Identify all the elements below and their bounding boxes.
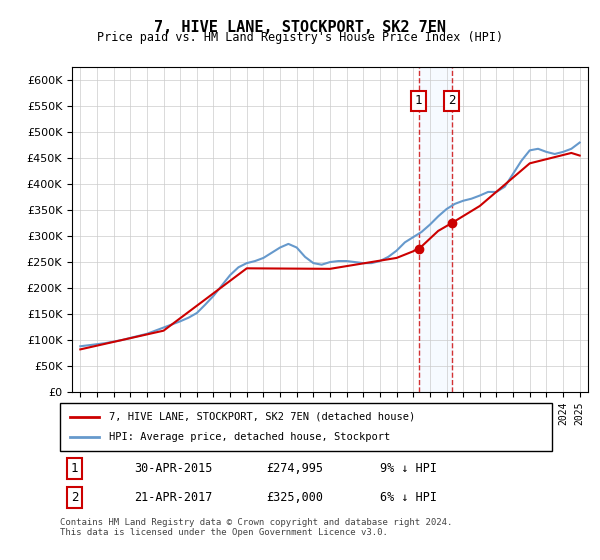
FancyBboxPatch shape: [60, 403, 552, 451]
Text: £325,000: £325,000: [266, 491, 323, 504]
Text: 2: 2: [448, 95, 455, 108]
Text: 9% ↓ HPI: 9% ↓ HPI: [380, 462, 437, 475]
Text: 30-APR-2015: 30-APR-2015: [134, 462, 212, 475]
Text: £274,995: £274,995: [266, 462, 323, 475]
Text: 7, HIVE LANE, STOCKPORT, SK2 7EN: 7, HIVE LANE, STOCKPORT, SK2 7EN: [154, 20, 446, 35]
Text: Price paid vs. HM Land Registry's House Price Index (HPI): Price paid vs. HM Land Registry's House …: [97, 31, 503, 44]
Text: 6% ↓ HPI: 6% ↓ HPI: [380, 491, 437, 504]
Text: 1: 1: [415, 95, 422, 108]
Text: 2: 2: [71, 491, 79, 504]
Text: 1: 1: [71, 462, 79, 475]
Text: 7, HIVE LANE, STOCKPORT, SK2 7EN (detached house): 7, HIVE LANE, STOCKPORT, SK2 7EN (detach…: [109, 412, 415, 422]
Text: 21-APR-2017: 21-APR-2017: [134, 491, 212, 504]
Bar: [419, 67, 452, 392]
Text: Contains HM Land Registry data © Crown copyright and database right 2024.
This d: Contains HM Land Registry data © Crown c…: [60, 518, 452, 538]
Text: HPI: Average price, detached house, Stockport: HPI: Average price, detached house, Stoc…: [109, 432, 391, 442]
